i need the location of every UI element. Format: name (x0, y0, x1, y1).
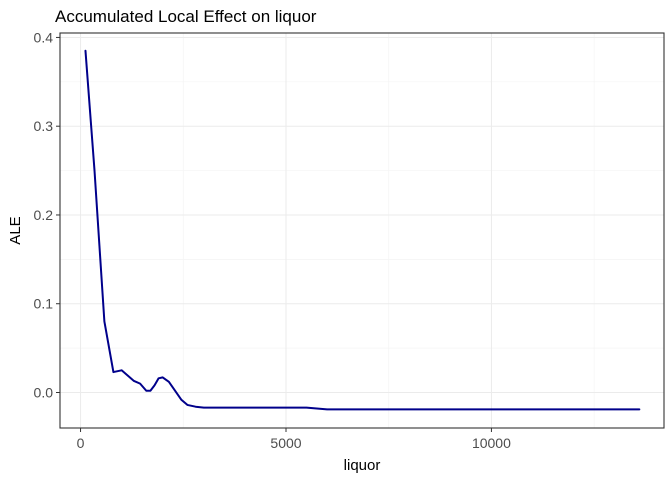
y-axis-title: ALE (7, 216, 24, 244)
series-layer (84, 49, 641, 411)
x-tick-label: 5000 (270, 435, 301, 451)
y-tick-label: 0.4 (34, 29, 54, 45)
panel-border (59, 32, 665, 429)
x-axis-title: liquor (344, 457, 381, 474)
y-tick-label: 0.3 (34, 118, 54, 134)
y-axis: 0.0 0.1 0.2 0.3 0.4 (34, 29, 60, 400)
chart-title: Accumulated Local Effect on liquor (55, 7, 317, 26)
ale-series-line (84, 49, 641, 411)
x-tick-label: 10000 (472, 435, 511, 451)
x-tick-label: 0 (77, 435, 85, 451)
y-tick-label: 0.1 (34, 296, 54, 312)
x-axis: 0 5000 10000 (77, 428, 511, 451)
grid (60, 33, 664, 428)
y-tick-label: 0.2 (34, 207, 54, 223)
y-tick-label: 0.0 (34, 384, 54, 400)
